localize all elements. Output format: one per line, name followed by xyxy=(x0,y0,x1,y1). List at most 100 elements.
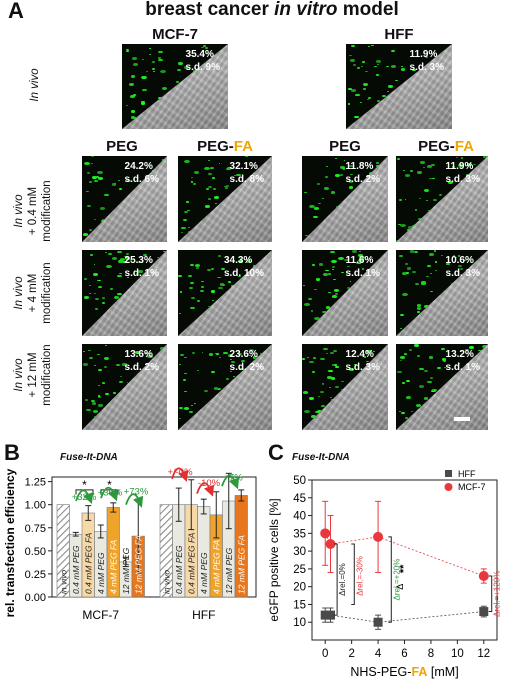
scatter-chart: 10 15 20 25 30 35 40 45 50 0 2 4 6 8 10 12 eGFP positive… xyxy=(267,469,502,679)
x-tick-label: 6 xyxy=(401,648,407,660)
y-tick-label: 0.50 xyxy=(25,546,46,558)
change-arrow xyxy=(100,486,119,502)
panel-a-title: breast cancer in vitro model xyxy=(142,0,402,21)
x-tick-label: 0 xyxy=(322,648,328,660)
change-arrow xyxy=(196,482,215,497)
bar-label: in vivo xyxy=(58,570,68,594)
bar-label: 4 mM PEG xyxy=(96,552,106,594)
y-tick-label: 25 xyxy=(293,564,306,576)
col-pegfa-mcf7: PEG-FA xyxy=(197,138,253,155)
y-tick-label: 1.00 xyxy=(25,500,46,512)
title-italic: in vitro xyxy=(274,0,338,20)
micrograph-mcf7-peg-04: 24.2% s.d. 6% xyxy=(82,156,167,242)
scale-bar xyxy=(454,417,470,421)
x-tick-label: 12 xyxy=(477,648,490,660)
delta-label: Δrel.=-30% xyxy=(355,556,364,596)
scatter-chart-points xyxy=(320,500,489,630)
x-tick-label: 8 xyxy=(428,648,434,660)
group-label: HFF xyxy=(192,608,215,622)
scatter-chart-annotations: Δrel.=0% Δrel.=-30% Δrel.=+20%** Δ Δrel.=+12… xyxy=(334,536,502,623)
bar-label: 12 mM PEG FA xyxy=(133,535,143,594)
micrograph-mcf7-fa-04: 32.1% s.d. 8% xyxy=(178,156,272,242)
y-axis-label: rel. transfection efficiency xyxy=(3,468,17,617)
bar-label: 0.4 mM PEG xyxy=(174,545,184,594)
micrograph-hff-invivo: 11.9% s.d. 3% xyxy=(346,44,452,129)
legend-marker-mcf7 xyxy=(444,483,453,491)
delta-bracket xyxy=(388,536,392,623)
y-tick-label: 0.75 xyxy=(25,523,46,535)
y-tick-label: 1.25 xyxy=(25,477,46,489)
change-arrow xyxy=(171,467,189,482)
panel-b-letter: B xyxy=(4,440,20,465)
micrograph-hff-fa-12: 13.2% s.d. 1% xyxy=(396,344,488,430)
plot-frame xyxy=(311,479,498,641)
micrograph-hff-fa-4: 10.6% s.d. 3% xyxy=(396,250,488,336)
micrograph-mcf7-peg-12: 13.6% s.d. 2% xyxy=(82,344,167,430)
data-point-hff xyxy=(373,617,383,627)
bar-label: 12 mM PEG FA xyxy=(236,535,246,594)
bar-label: 0.4 mM PEG FA xyxy=(83,532,93,594)
row-label-04: In vivo + 0.4 mM modification xyxy=(13,180,53,242)
delta-bracket xyxy=(351,543,355,605)
panel-c-letter: C xyxy=(268,440,284,465)
change-arrow xyxy=(125,493,144,508)
legend-label-hff: HFF xyxy=(458,469,476,479)
data-point-mcf7 xyxy=(320,528,331,539)
data-point-hff xyxy=(479,607,489,617)
row-label-12: In vivo + 12 mM modification xyxy=(13,344,53,406)
sig-star: * xyxy=(107,478,112,492)
row-label-invivo: In vivo xyxy=(29,68,41,102)
y-tick-label: 0.00 xyxy=(25,592,46,604)
data-point-hff xyxy=(326,610,335,620)
micrograph-mcf7-fa-12: 23.6% s.d. 2% xyxy=(178,344,272,430)
delta-label: Δrel.=0% xyxy=(338,563,347,596)
x-tick-label: 2 xyxy=(348,648,354,660)
bar-label: in vivo xyxy=(161,570,171,594)
x-tick-label: 10 xyxy=(451,648,464,660)
y-tick-label: 35 xyxy=(293,528,306,540)
change-label: +73% xyxy=(124,486,149,497)
y-axis-label: eGFP positive cells [%] xyxy=(267,498,281,621)
mcf7-title: MCF-7 xyxy=(152,26,198,43)
delta-label: Δrel.=+120% xyxy=(493,571,502,617)
scatter-chart-axes: 10 15 20 25 30 35 40 45 50 0 2 4 6 8 10 12 eGFP positive… xyxy=(267,469,498,679)
col-peg-mcf7: PEG xyxy=(106,138,138,155)
change-label: +35% xyxy=(98,487,123,498)
micrograph-mcf7-invivo: 35.4% s.d. 9% xyxy=(122,44,228,129)
sig-star: * xyxy=(82,478,87,492)
hff-title: HFF xyxy=(384,26,414,43)
y-tick-label: 40 xyxy=(293,511,306,523)
panel-b-subtitle: Fuse-It-DNA xyxy=(60,452,118,463)
y-tick-label: 50 xyxy=(293,475,306,487)
y-tick-label: 30 xyxy=(293,546,306,558)
x-tick-label: 4 xyxy=(375,648,382,660)
col-pegfa-hff: PEG-FA xyxy=(418,138,474,155)
title-suffix: model xyxy=(342,0,399,20)
bar-label: 0.4 mM PEG FA xyxy=(186,532,196,594)
delta-bracket xyxy=(488,575,493,613)
y-tick-label: 15 xyxy=(293,599,306,611)
x-axis-label: NHS-PEG-FA [mM] xyxy=(350,665,458,679)
row-label-4: In vivo + 4 mM modification xyxy=(13,262,53,324)
change-arrow xyxy=(75,489,94,505)
change-arrow xyxy=(221,474,240,490)
change-label: +/-0% xyxy=(167,467,193,478)
series-line-MCF-7 xyxy=(324,533,484,577)
bar-label: 4 mM PEG xyxy=(199,552,209,594)
bar-chart-axes: 0.00 0.25 0.50 0.75 1.00 1.25 rel. transfectio… xyxy=(3,468,257,622)
y-tick-label: 0.25 xyxy=(25,569,46,581)
change-label: +32% xyxy=(72,492,97,503)
delta-label: Δrel.=+20% xyxy=(392,559,401,601)
bar-label: 12 mM PEG xyxy=(224,547,234,594)
bar-chart-bars: in vivo 0.4 mM PEG 0.4 mM PEG FA 4 mM PEG 4 … xyxy=(56,472,248,598)
micrograph-hff-peg-12: 12.4% s.d. 3% xyxy=(302,344,388,430)
delta-symbol: Δ xyxy=(395,584,405,590)
micrograph-mcf7-fa-4: 34.3% s.d. 10% xyxy=(178,250,272,336)
series-line-HFF xyxy=(325,611,484,623)
data-point-mcf7 xyxy=(325,539,336,549)
bar-label: 4 mM PEG FA xyxy=(108,540,118,594)
change-label: +7% xyxy=(223,473,243,484)
bar-label: 4 mM PEG FA xyxy=(211,540,221,594)
legend-marker-hff xyxy=(445,470,452,477)
panel-a-letter: A xyxy=(8,0,24,23)
